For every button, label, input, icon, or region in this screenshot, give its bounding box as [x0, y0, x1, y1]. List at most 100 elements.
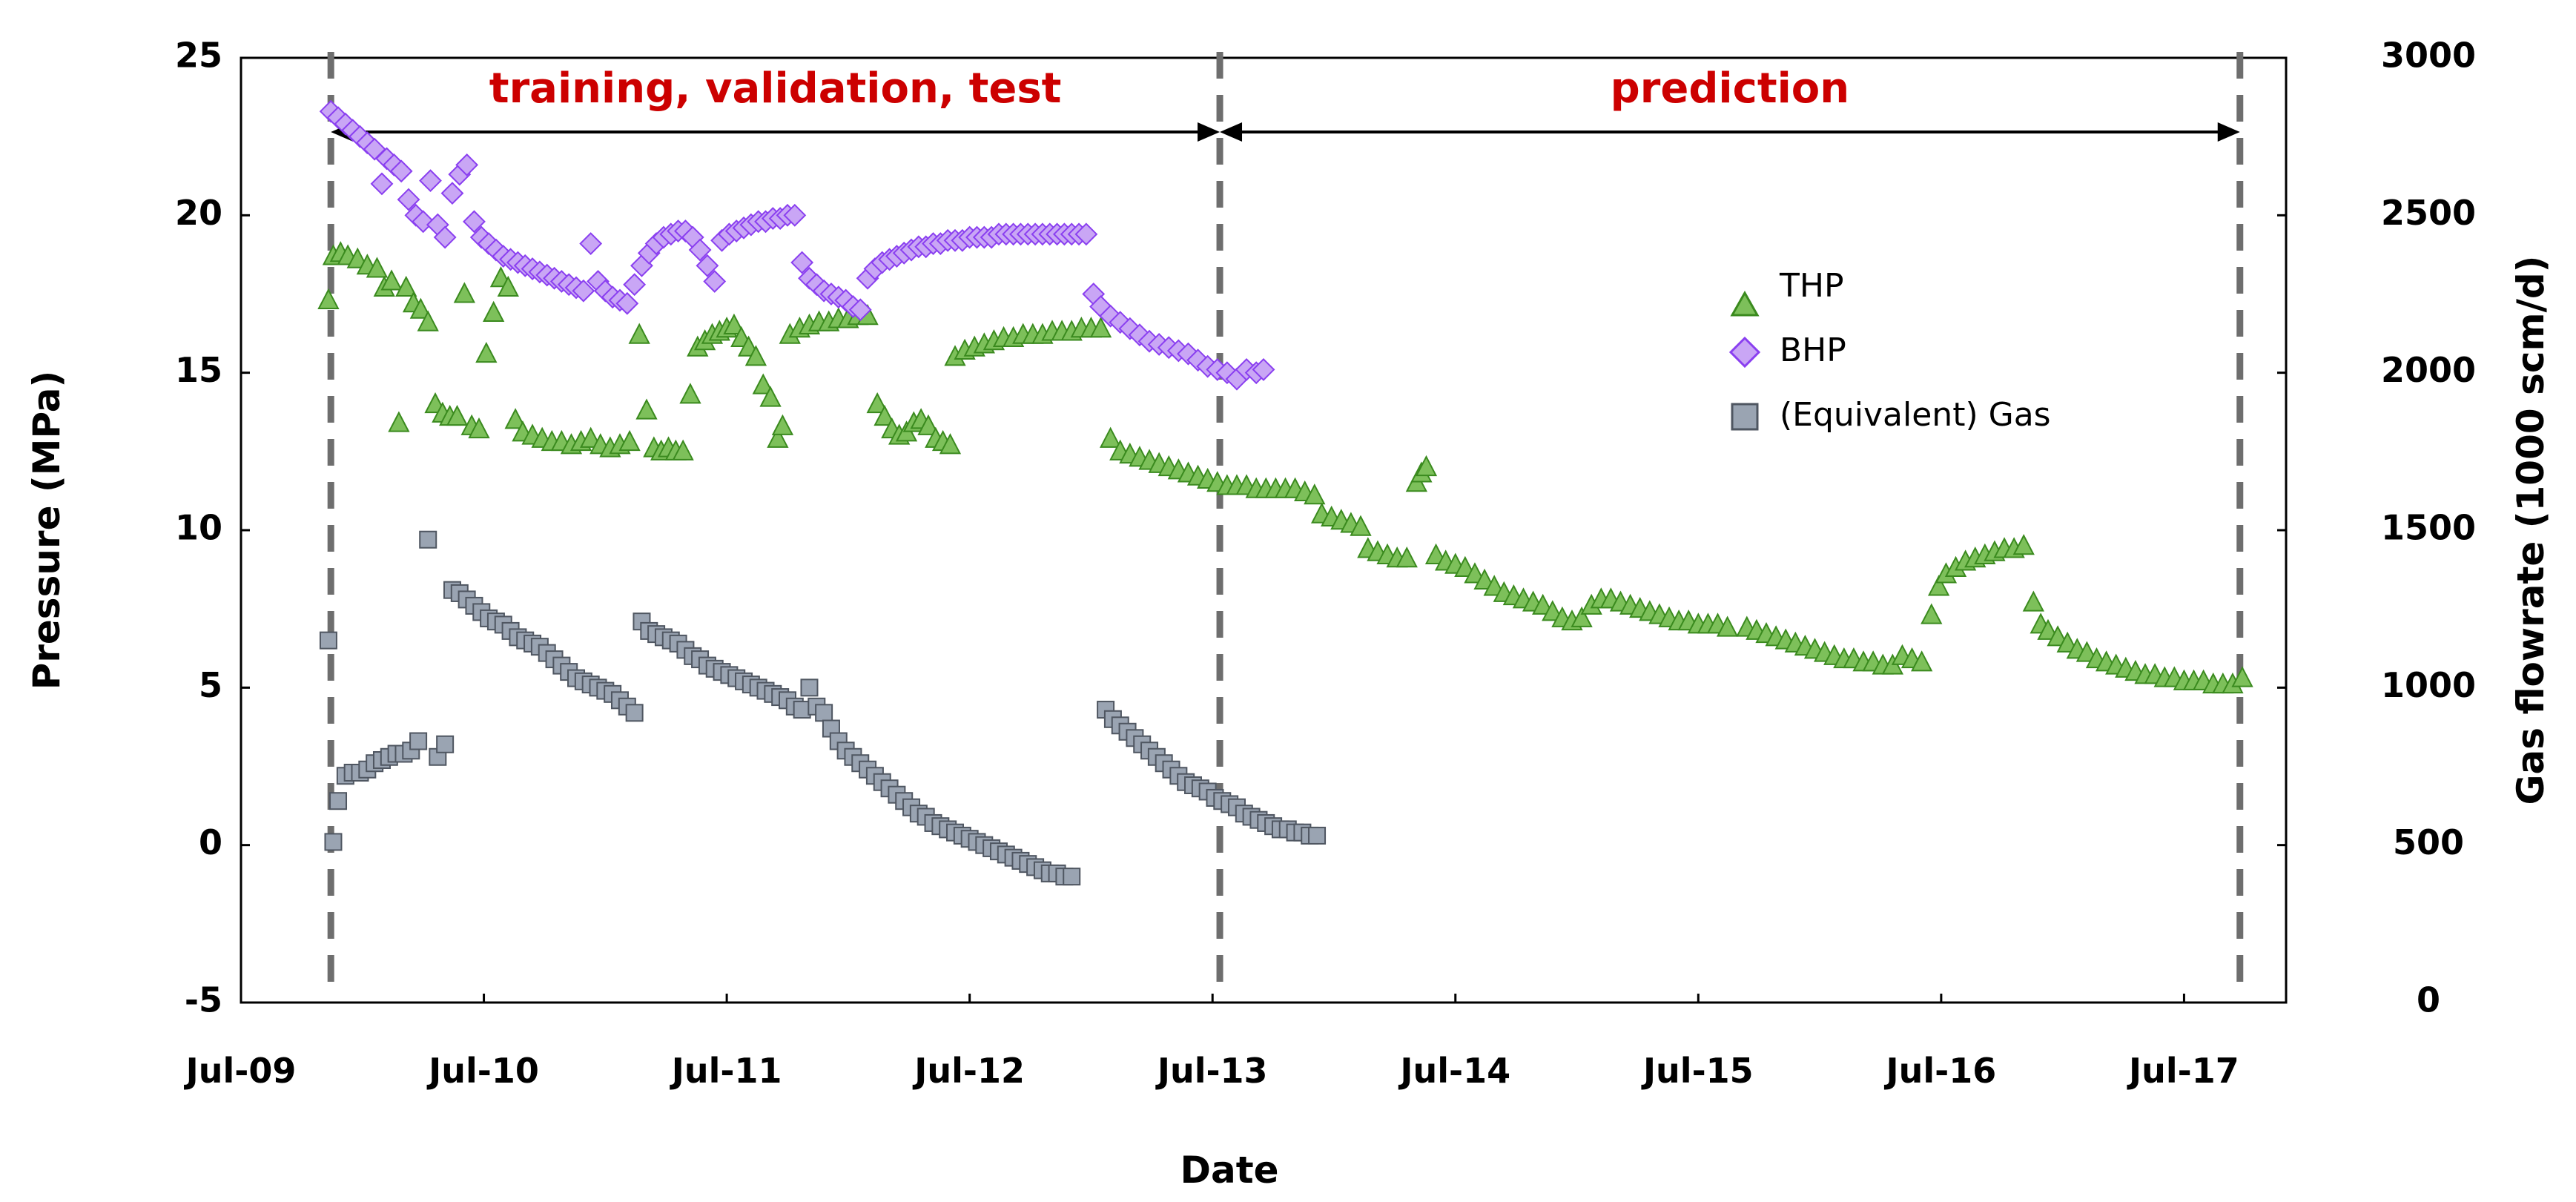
data-point-gas: [419, 530, 437, 549]
data-point-thp: [504, 408, 526, 429]
x-tick-label: Jul-14: [1398, 1051, 1510, 1091]
y-left-tick-label: 25: [175, 36, 222, 76]
y-axis-title-left: Pressure (MPa): [25, 371, 68, 690]
region-label-1: prediction: [1611, 65, 1849, 113]
x-tick-label: Jul-12: [912, 1051, 1025, 1091]
y-left-tick-label: 0: [199, 822, 222, 862]
data-point-bhp: [1215, 361, 1239, 385]
data-point-thp: [453, 282, 475, 303]
data-point-gas: [319, 631, 337, 650]
data-point-thp: [366, 257, 389, 278]
legend-label-gas: (Equivalent) Gas: [1780, 396, 2051, 434]
data-point-bhp: [1074, 222, 1098, 246]
data-point-thp: [468, 417, 490, 439]
data-point-thp: [679, 383, 701, 404]
y-left-tick-label: 5: [199, 665, 222, 705]
data-point-thp: [1089, 317, 1112, 338]
data-point-gas: [815, 704, 833, 722]
data-point-thp: [1415, 455, 1438, 477]
data-point-thp: [1927, 575, 1950, 596]
y-right-tick-label: 2000: [2381, 350, 2476, 390]
x-tick-label: Jul-13: [1155, 1051, 1268, 1091]
x-tick-label: Jul-16: [1883, 1051, 1996, 1091]
series-layer: [317, 99, 2253, 886]
data-point-thp: [939, 433, 962, 455]
data-point-thp: [497, 275, 519, 297]
data-point-thp: [672, 439, 694, 460]
data-point-thp: [380, 269, 403, 291]
data-point-bhp: [623, 273, 647, 297]
data-point-bhp: [1252, 358, 1275, 381]
data-point-thp: [1099, 426, 1122, 448]
region-arrow-head-right: [1198, 122, 1221, 142]
data-point-gas: [800, 678, 819, 697]
region-dividers: [327, 52, 2244, 983]
data-point-thp: [2037, 618, 2059, 640]
x-tick-label: Jul-10: [426, 1051, 539, 1091]
data-point-thp: [317, 288, 340, 309]
data-point-bhp: [455, 153, 479, 176]
data-point-thp: [1532, 593, 1554, 615]
data-point-thp: [409, 297, 432, 319]
data-point-thp: [2012, 534, 2035, 555]
data-point-bhp: [848, 298, 872, 322]
series-bhp: [319, 99, 1275, 391]
data-point-thp: [1473, 568, 1496, 590]
data-point-thp: [346, 247, 369, 268]
data-point-thp: [752, 373, 774, 394]
y-left-tick-label: 15: [175, 350, 222, 390]
y-right-tick-label: 1000: [2381, 665, 2476, 705]
data-point-thp: [395, 275, 417, 297]
data-point-gas: [409, 732, 428, 750]
series-equivalent-gas: [319, 530, 1327, 886]
series-thp: [317, 241, 2253, 694]
data-point-thp: [628, 323, 650, 344]
data-point-bhp: [370, 172, 394, 196]
data-point-thp: [723, 313, 745, 334]
data-point-thp: [2056, 631, 2078, 653]
data-point-thp: [417, 310, 439, 331]
data-point-thp: [1542, 600, 1564, 621]
data-point-thp: [1396, 546, 1418, 568]
data-point-thp: [1350, 515, 1372, 536]
data-point-thp: [1454, 555, 1476, 577]
data-point-bhp: [696, 254, 719, 277]
data-point-gas: [625, 704, 644, 722]
x-axis-title: Date: [1180, 1149, 1278, 1192]
data-point-thp: [388, 411, 410, 432]
data-point-bhp: [419, 169, 442, 193]
region-annotations: training, validation, test prediction: [331, 65, 2240, 142]
data-point-bhp: [389, 159, 413, 183]
y-right-tick-label: 0: [2417, 980, 2440, 1020]
data-point-gas: [324, 833, 343, 851]
data-point-bhp: [572, 279, 595, 303]
y-axis-title-right: Gas flowrate (1000 scm/d): [2509, 256, 2552, 805]
data-point-thp: [873, 404, 896, 426]
y-left-tick-label: -5: [185, 980, 222, 1020]
data-point-bhp: [440, 182, 464, 205]
data-point-bhp: [433, 225, 457, 249]
data-point-thp: [917, 414, 939, 435]
region-arrow-head-left: [1220, 122, 1243, 142]
data-point-thp: [1716, 615, 1739, 637]
data-point-thp: [2047, 625, 2069, 647]
plot-area-frame: [240, 56, 2288, 1004]
data-point-thp: [1483, 575, 1505, 596]
data-point-thp: [744, 345, 767, 366]
data-point-thp: [866, 392, 888, 414]
x-tick-label: Jul-15: [1641, 1051, 1754, 1091]
data-point-thp: [1921, 603, 1943, 624]
data-point-thp: [2022, 590, 2044, 612]
y-left-tick-label: 10: [175, 508, 222, 548]
legend-marker-gas: [1731, 403, 1759, 431]
y-right-tick-label: 1500: [2381, 508, 2476, 548]
data-point-bhp: [463, 210, 486, 234]
data-point-thp: [767, 426, 789, 448]
y-left-tick-label: 20: [175, 193, 222, 233]
data-point-bhp: [579, 232, 603, 255]
data-point-thp: [483, 300, 505, 322]
data-point-thp: [635, 398, 658, 420]
y-right-tick-label: 500: [2393, 822, 2464, 862]
data-point-bhp: [783, 203, 807, 227]
x-tick-label: Jul-11: [670, 1051, 782, 1091]
